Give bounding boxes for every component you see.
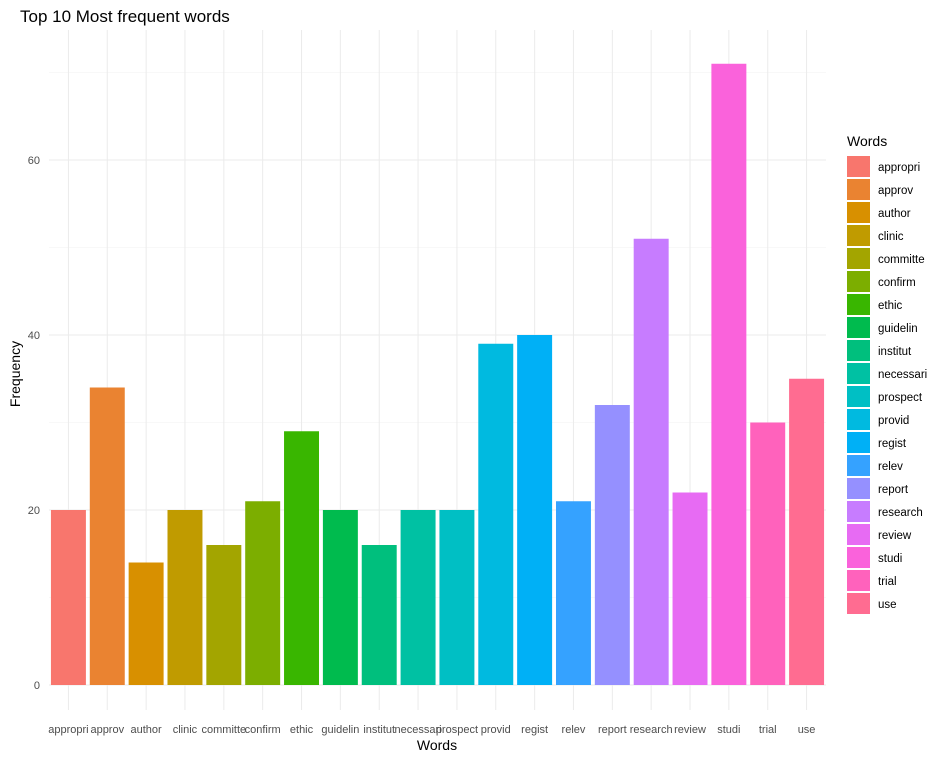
legend-label: prospect xyxy=(878,392,923,404)
bar-regist xyxy=(517,335,553,685)
legend-label: ethic xyxy=(878,300,903,312)
legend-label: provid xyxy=(878,415,909,427)
legend-swatch xyxy=(847,570,870,591)
x-tick-label: clinic xyxy=(173,724,198,736)
legend-label: research xyxy=(878,507,923,519)
legend-label: committe xyxy=(878,254,925,266)
legend-swatch xyxy=(847,524,870,545)
legend-label: trial xyxy=(878,576,897,588)
bar-confirm xyxy=(245,501,281,685)
y-tick-label: 20 xyxy=(28,505,40,517)
legend-label: use xyxy=(878,599,897,611)
bar-research xyxy=(633,238,669,685)
legend-swatch xyxy=(847,271,870,292)
y-axis-ticks: 0 20 40 60 xyxy=(28,155,40,692)
y-tick-label: 60 xyxy=(28,155,40,167)
x-tick-label: institut xyxy=(363,724,395,736)
legend-swatch xyxy=(847,501,870,522)
legend-swatch xyxy=(847,317,870,338)
x-tick-label: trial xyxy=(759,724,777,736)
legend-swatch xyxy=(847,340,870,361)
legend-swatch xyxy=(847,432,870,453)
legend-label: approv xyxy=(878,185,913,197)
legend-swatch xyxy=(847,225,870,246)
bar-review xyxy=(672,492,708,685)
legend-label: relev xyxy=(878,461,903,473)
legend-swatch xyxy=(847,179,870,200)
legend-label: report xyxy=(878,484,909,496)
legend: Words appropri approv author clinic committe… xyxy=(847,133,927,614)
y-tick-label: 0 xyxy=(34,680,40,692)
bar-appropri xyxy=(50,510,86,685)
legend-swatch xyxy=(847,363,870,384)
legend-swatch xyxy=(847,156,870,177)
legend-swatch xyxy=(847,547,870,568)
bar-guidelin xyxy=(322,510,358,685)
legend-swatch xyxy=(847,593,870,614)
bar-provid xyxy=(478,343,514,685)
x-tick-label: guidelin xyxy=(321,724,359,736)
legend-label: clinic xyxy=(878,231,904,243)
y-axis-title: Frequency xyxy=(7,341,23,407)
legend-label: appropri xyxy=(878,162,920,174)
x-tick-label: confirm xyxy=(245,724,281,736)
x-tick-label: necessari xyxy=(395,724,442,736)
legend-label: studi xyxy=(878,553,902,565)
legend-swatch xyxy=(847,409,870,430)
x-tick-label: provid xyxy=(481,724,511,736)
legend-label: institut xyxy=(878,346,912,358)
bar-prospect xyxy=(439,510,475,685)
legend-swatch xyxy=(847,294,870,315)
legend-label: necessari xyxy=(878,369,927,381)
bar-approv xyxy=(89,387,125,685)
x-axis-title: Words xyxy=(417,737,457,753)
bar-report xyxy=(594,405,630,685)
x-axis-ticks: appropri approv author clinic committeconfir… xyxy=(48,724,815,736)
x-tick-label: author xyxy=(131,724,163,736)
legend-label: regist xyxy=(878,438,907,450)
x-tick-label: relev xyxy=(562,724,586,736)
x-tick-label: ethic xyxy=(290,724,314,736)
x-tick-label: committe xyxy=(202,724,247,736)
y-tick-label: 40 xyxy=(28,330,40,342)
bar-clinic xyxy=(167,510,203,685)
legend-swatch xyxy=(847,478,870,499)
legend-title: Words xyxy=(847,133,887,149)
chart-title: Top 10 Most frequent words xyxy=(20,7,230,26)
legend-swatch xyxy=(847,455,870,476)
x-tick-label: research xyxy=(630,724,673,736)
legend-swatch xyxy=(847,202,870,223)
x-tick-label: approv xyxy=(90,724,124,736)
bar-ethic xyxy=(284,431,320,685)
legend-swatch xyxy=(847,248,870,269)
x-tick-label: use xyxy=(798,724,816,736)
x-tick-label: review xyxy=(674,724,706,736)
x-tick-label: prospect xyxy=(436,724,478,736)
bar-institut xyxy=(361,545,397,685)
bar-necessari xyxy=(400,510,436,685)
legend-label: review xyxy=(878,530,912,542)
legend-label: confirm xyxy=(878,277,916,289)
bar-committe xyxy=(206,545,242,685)
x-tick-label: studi xyxy=(717,724,740,736)
bar-use xyxy=(789,378,825,685)
bar-author xyxy=(128,562,164,685)
legend-label: author xyxy=(878,208,911,220)
legend-label: guidelin xyxy=(878,323,918,335)
legend-swatch xyxy=(847,386,870,407)
grid-lines xyxy=(49,30,826,710)
x-tick-label: appropri xyxy=(48,724,88,736)
bar-studi xyxy=(711,63,747,685)
bar-relev xyxy=(555,501,591,685)
bar-trial xyxy=(750,422,786,685)
x-tick-label: regist xyxy=(521,724,548,736)
bars xyxy=(50,63,825,685)
x-tick-label: report xyxy=(598,724,627,736)
